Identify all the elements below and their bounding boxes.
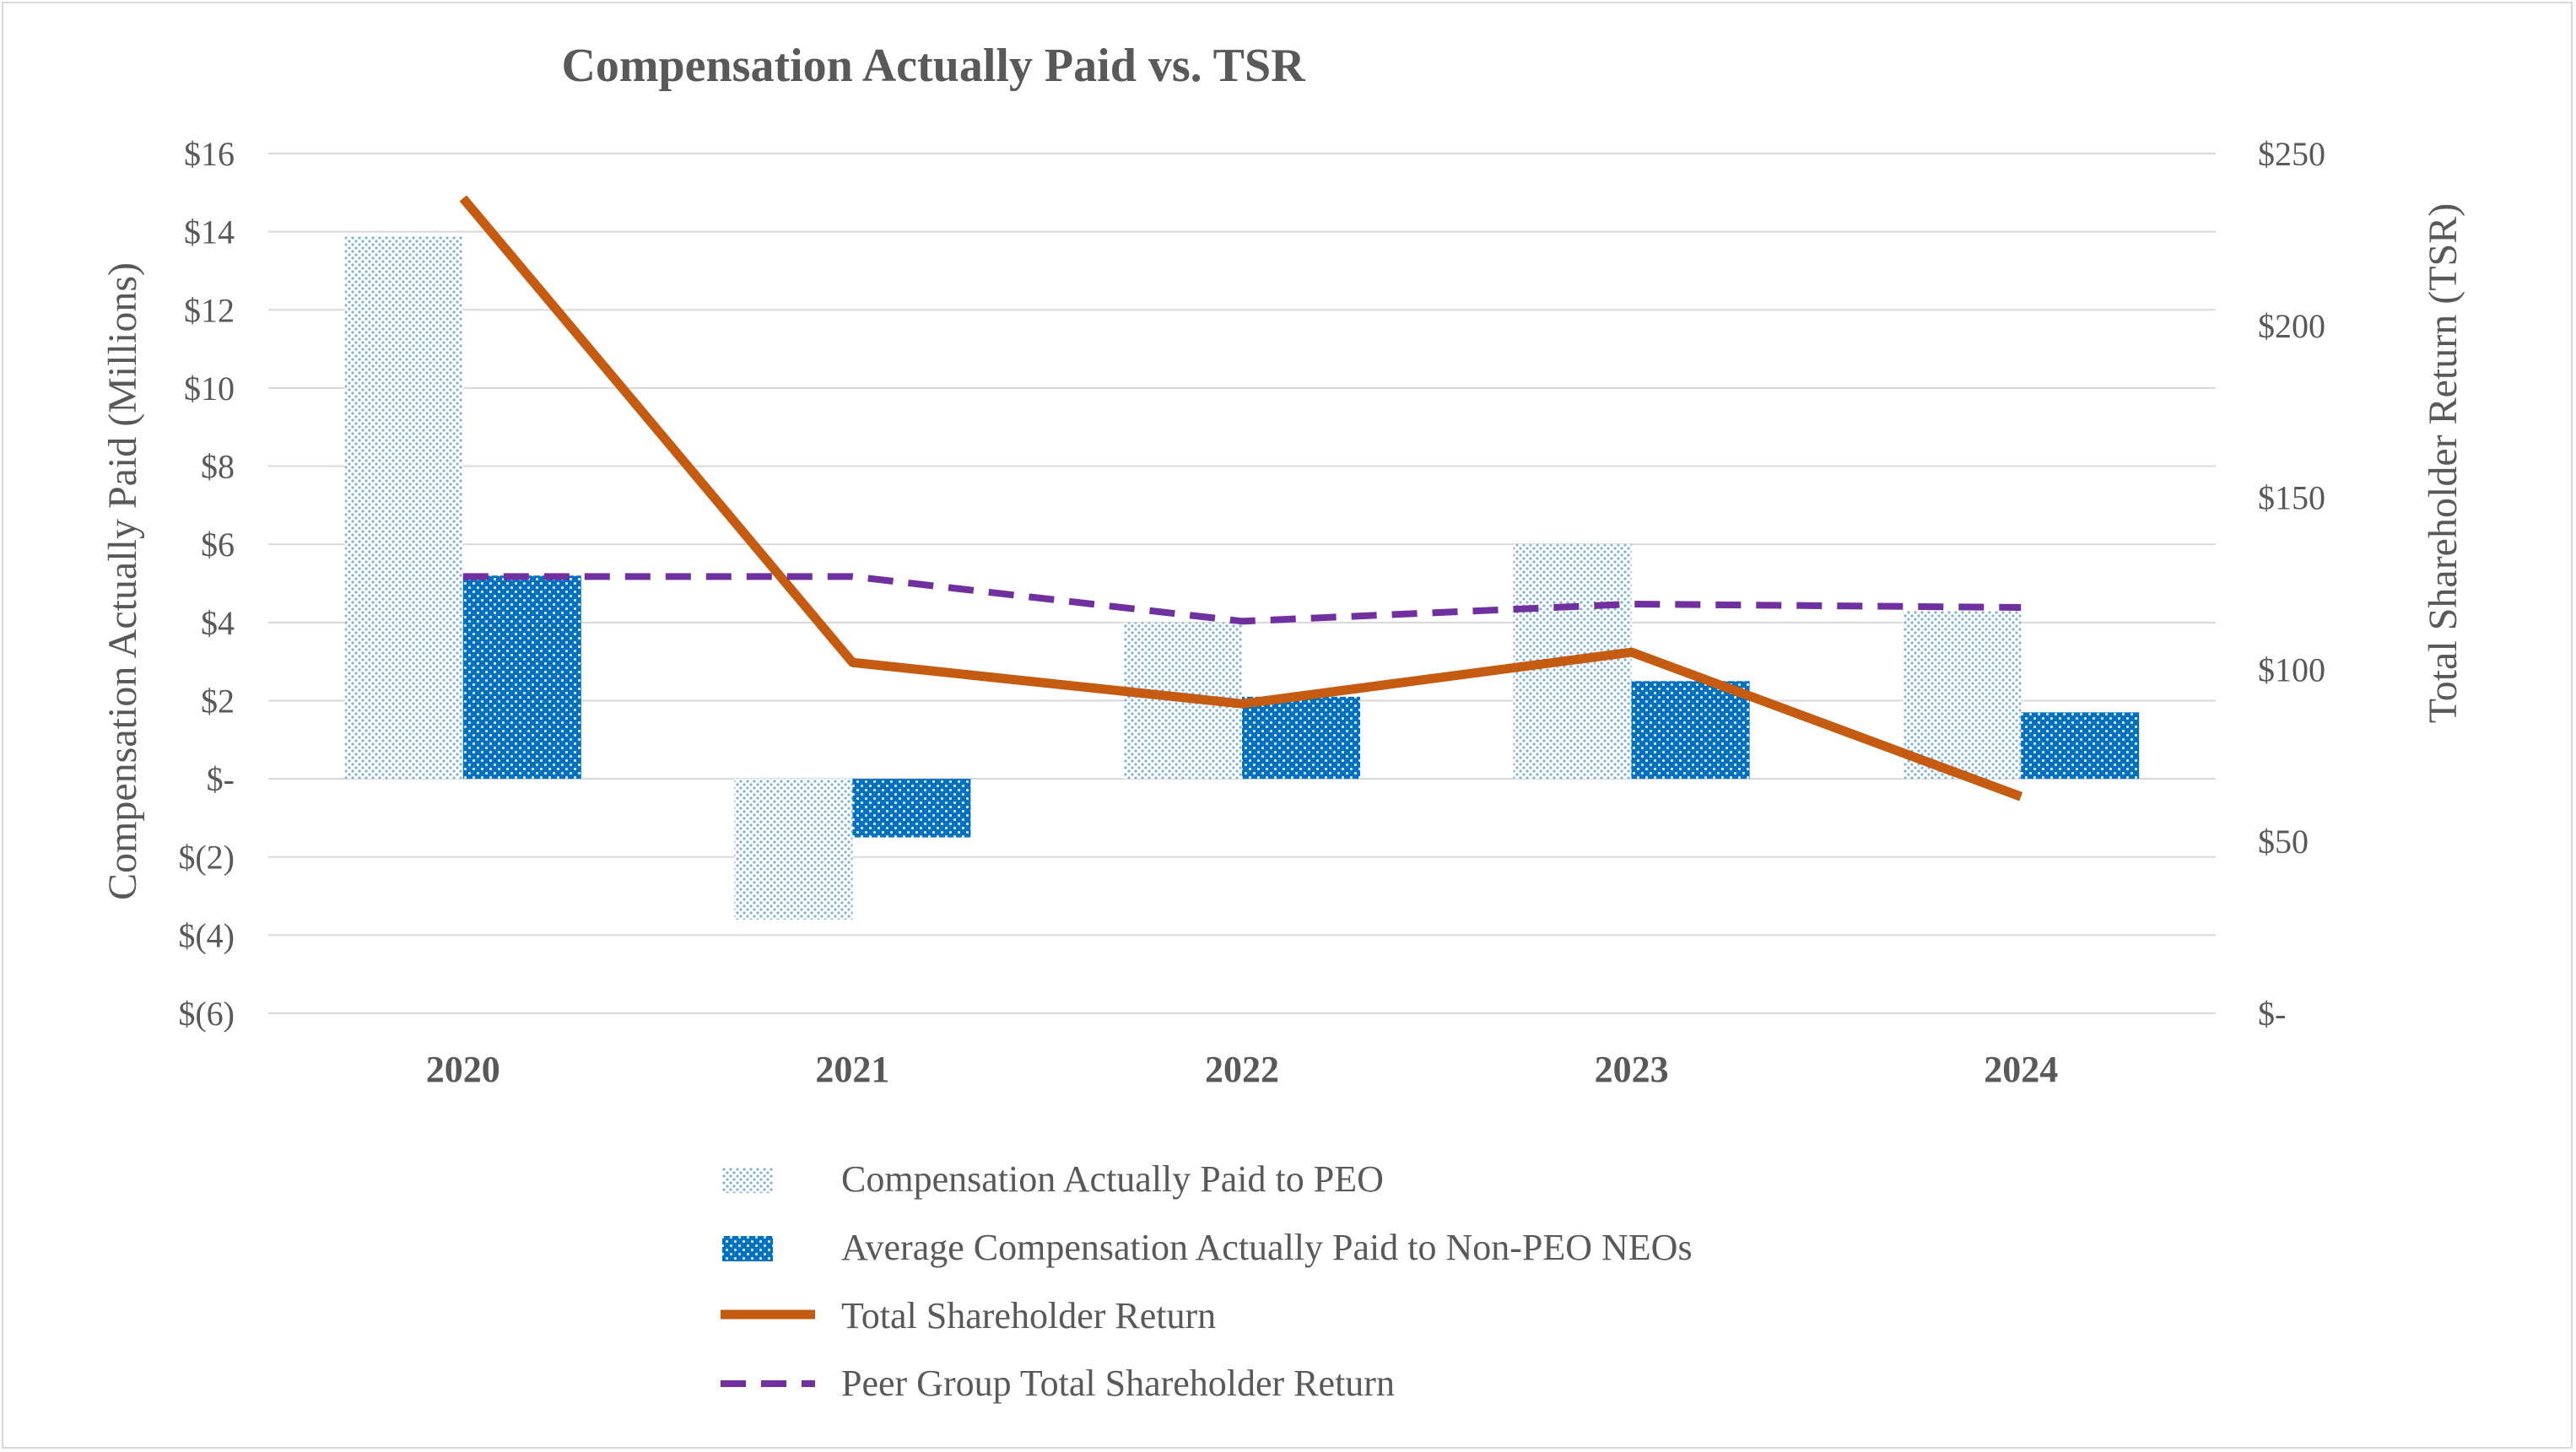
bar-neo	[2021, 712, 2140, 780]
bar-peo	[1903, 610, 2022, 780]
bar-neo	[852, 779, 971, 838]
category-label: 2021	[815, 1049, 889, 1090]
line-tsr	[459, 195, 2023, 802]
line-peer-tsr	[462, 573, 2022, 625]
bar-neo	[462, 575, 581, 780]
left-tick-label: $12	[184, 291, 235, 329]
right-tick-label: $200	[2258, 307, 2325, 345]
chart-title: Compensation Actually Paid vs. TSR	[561, 40, 1305, 92]
category-labels: 2020 2021 2022 2023 2024	[426, 1049, 2058, 1090]
left-tick-label: $10	[184, 370, 235, 408]
left-tick-label: $(2)	[178, 839, 235, 877]
right-tick-label: $250	[2258, 135, 2325, 173]
left-tick-label: $16	[184, 135, 235, 173]
left-axis-title: Compensation Actually Paid (Millions)	[100, 262, 145, 900]
left-tick-label: $14	[184, 213, 235, 251]
right-axis-ticks: $250 $200 $150 $100 $50 $-	[2258, 135, 2325, 1033]
left-axis-ticks: $16 $14 $12 $10 $8 $6 $4 $2 $- $(2) $(4) $(6)	[178, 135, 235, 1033]
right-tick-label: $-	[2258, 995, 2286, 1033]
left-tick-label: $8	[201, 448, 235, 486]
right-tick-label: $150	[2258, 479, 2325, 517]
bar-peo	[734, 779, 853, 920]
left-tick-label: $-	[207, 760, 235, 798]
lines	[459, 195, 2023, 802]
legend: Compensation Actually Paid to PEO Averag…	[721, 1158, 1693, 1404]
legend-swatch-peo	[722, 1168, 773, 1193]
legend-label-peo: Compensation Actually Paid to PEO	[841, 1158, 1384, 1200]
left-tick-label: $4	[201, 604, 235, 642]
right-axis-title: Total Shareholder Return (TSR)	[2421, 203, 2465, 724]
category-label: 2022	[1205, 1049, 1279, 1090]
left-tick-label: $6	[201, 526, 235, 564]
legend-swatch-neo	[722, 1236, 773, 1261]
left-tick-label: $2	[201, 682, 235, 720]
chart-canvas: Compensation Actually Paid vs. TSR $16$1…	[100, 40, 2465, 1404]
right-tick-label: $50	[2258, 823, 2309, 861]
category-label: 2024	[1984, 1049, 2058, 1090]
legend-label-neo: Average Compensation Actually Paid to No…	[841, 1227, 1693, 1268]
category-label: 2023	[1595, 1049, 1669, 1090]
legend-label-tsr: Total Shareholder Return	[841, 1295, 1216, 1336]
left-tick-label: $(4)	[178, 916, 235, 954]
bar-peo	[344, 235, 463, 780]
left-tick-label: $(6)	[178, 995, 235, 1033]
legend-label-peer: Peer Group Total Shareholder Return	[841, 1363, 1395, 1404]
bar-neo	[1242, 696, 1360, 780]
category-label: 2020	[426, 1049, 500, 1090]
bars	[344, 235, 2140, 920]
bar-neo	[1631, 681, 1750, 780]
right-tick-label: $100	[2258, 650, 2325, 688]
